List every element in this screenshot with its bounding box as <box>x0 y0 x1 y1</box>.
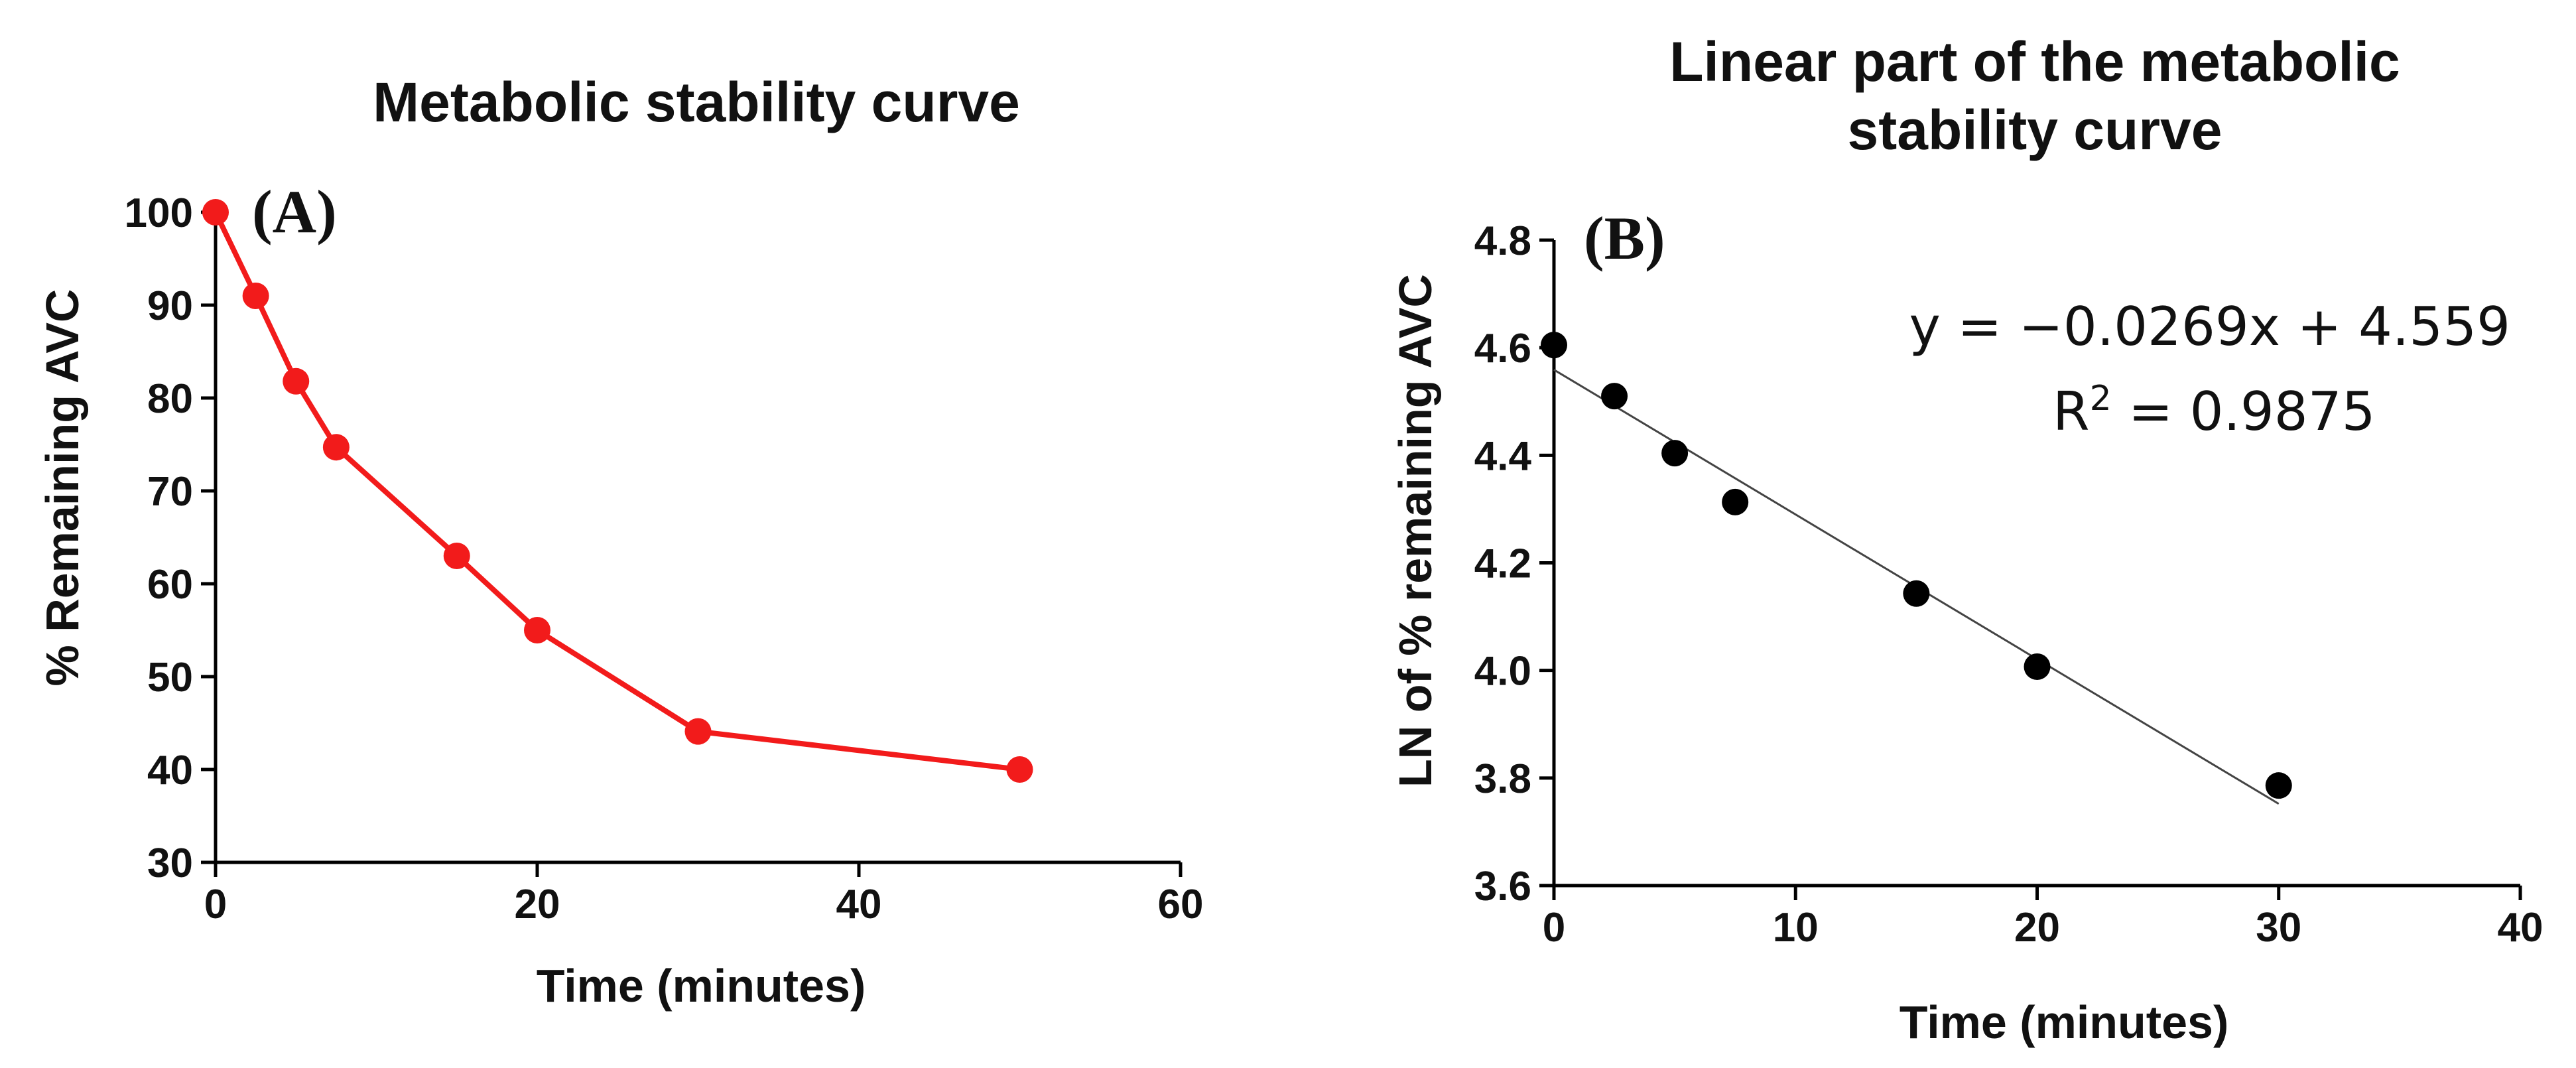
chart-a-axes <box>214 212 1181 864</box>
chart-b-y-tick-label: 3.6 <box>1474 864 1531 909</box>
chart-a-x-tick-label: 60 <box>1158 882 1204 927</box>
chart-b-x-tick-label: 20 <box>2014 905 2060 951</box>
chart-b-ticks: 3.6 3.8 4.0 4.2 4.4 4.6 4.8 0 10 20 30 40 <box>1474 218 2544 951</box>
chart-a-data-point <box>242 283 269 309</box>
chart-b-y-tick-label: 4.0 <box>1474 649 1531 695</box>
chart-a-y-tick-label: 70 <box>147 469 193 515</box>
chart-a-data-point <box>1006 756 1033 783</box>
chart-a-y-tick-label: 60 <box>147 562 193 608</box>
chart-b-data-point <box>2024 653 2051 680</box>
chart-a-y-tick-label: 80 <box>147 376 193 422</box>
chart-b-x-tick-label: 40 <box>2498 905 2544 951</box>
chart-a-y-tick-label: 40 <box>147 748 193 793</box>
chart-a-data-point <box>202 199 229 226</box>
chart-b-y-tick-label: 4.2 <box>1474 541 1531 587</box>
chart-a-y-tick-label: 50 <box>147 655 193 701</box>
chart-b-r-squared: R2 = 0.9875 <box>2053 379 2376 442</box>
chart-b-title-line-1: Linear part of the metabolic <box>1669 31 2400 93</box>
chart-b-y-tick-label: 4.6 <box>1474 326 1531 371</box>
chart-b-data-point <box>1722 488 1749 515</box>
chart-b-y-tick-label: 4.8 <box>1474 218 1531 264</box>
chart-a-y-tick-label: 90 <box>147 283 193 329</box>
chart-a-y-tick-label: 30 <box>147 840 193 886</box>
chart-a-y-axis-label: % Remaining AVC <box>36 289 88 687</box>
chart-b-r-squared-value: = 0.9875 <box>2112 381 2376 442</box>
panel-a-chart: Metabolic stability curve (A) Time (minu… <box>36 71 1203 1012</box>
chart-b-panel-label: (B) <box>1584 204 1665 272</box>
chart-b-x-tick-label: 0 <box>1543 905 1565 951</box>
chart-a-series-line <box>213 211 1020 772</box>
chart-a-ticks: 30 40 50 60 70 80 90 100 0 20 40 60 <box>125 190 1204 927</box>
chart-a-x-tick-label: 20 <box>515 882 560 927</box>
chart-a-data-point <box>524 617 550 643</box>
chart-a-panel-label: (A) <box>252 178 337 245</box>
chart-b-x-axis-label: Time (minutes) <box>1900 996 2229 1048</box>
chart-a-marks <box>202 199 1033 783</box>
chart-b-title-line-2: stability curve <box>1848 99 2222 161</box>
chart-b-y-axis-label: LN of % remaining AVC <box>1389 274 1441 787</box>
panel-b-chart: Linear part of the metabolic stability c… <box>1389 31 2543 1048</box>
chart-a-y-tick-label: 100 <box>125 190 193 236</box>
chart-b-r-squared-prefix: R <box>2053 381 2090 442</box>
chart-b-equation: y = −0.0269x + 4.559 <box>1909 296 2510 358</box>
chart-a-data-point <box>443 543 470 569</box>
chart-b-data-point <box>1903 580 1930 607</box>
chart-b-y-tick-label: 4.4 <box>1474 433 1532 479</box>
chart-a-data-point <box>684 718 712 745</box>
chart-a-data-point <box>283 367 310 395</box>
chart-a-title: Metabolic stability curve <box>373 71 1020 133</box>
chart-b-x-tick-label: 10 <box>1773 905 1819 951</box>
chart-a-data-point <box>322 434 350 461</box>
chart-b-data-point <box>2265 772 2292 799</box>
chart-a-x-tick-label: 40 <box>836 882 882 927</box>
chart-b-data-point <box>1661 440 1689 467</box>
chart-b-y-tick-label: 3.8 <box>1474 756 1531 802</box>
chart-b-x-tick-label: 30 <box>2256 905 2301 951</box>
chart-b-data-point <box>1541 332 1567 359</box>
chart-b-r-squared-sup: 2 <box>2090 379 2112 419</box>
chart-a-x-tick-label: 0 <box>204 882 227 927</box>
chart-b-marks <box>1541 332 2292 805</box>
chart-a-x-axis-label: Time (minutes) <box>537 960 866 1012</box>
chart-b-data-point <box>1601 383 1628 410</box>
